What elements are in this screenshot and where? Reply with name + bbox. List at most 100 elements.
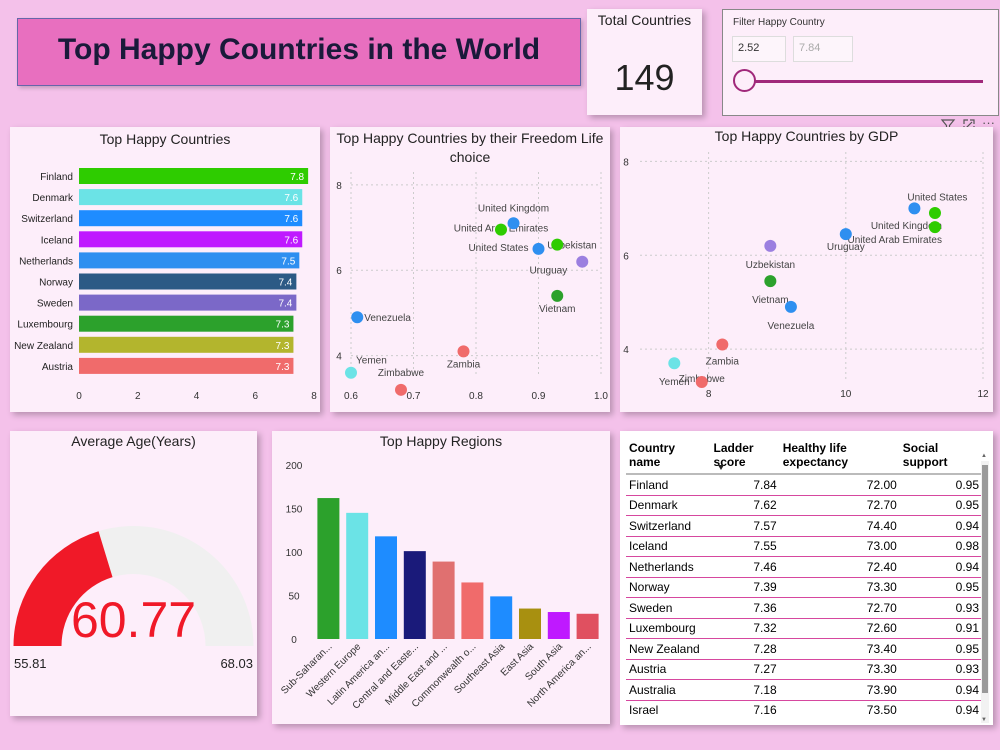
point-venezuela[interactable]: [784, 300, 797, 313]
x-tick-label: 10: [840, 389, 852, 400]
point-uzbekistan[interactable]: [551, 238, 564, 251]
x-tick-label: 8: [706, 389, 712, 400]
point-label-united-kingdom: United Kingdom: [478, 203, 549, 214]
column-header-ladder-score[interactable]: Ladder score: [710, 437, 780, 475]
filter-max-input[interactable]: 7.84: [793, 36, 853, 62]
column-north-america-an[interactable]: [576, 613, 599, 639]
bar-value-label-sweden: 7.4: [278, 299, 292, 310]
point-zimbabwe[interactable]: [695, 376, 708, 388]
point-uzbekistan[interactable]: [764, 239, 777, 252]
cell-ladder-score: 7.32: [710, 618, 780, 639]
average-age-card: Average Age(Years) 60.77 55.81 68.03: [10, 431, 257, 716]
scroll-down-icon[interactable]: ▼: [981, 717, 987, 723]
table-row[interactable]: Australia 7.18 73.90 0.94: [626, 679, 982, 701]
bar-sweden[interactable]: [79, 294, 297, 311]
table-row[interactable]: Luxembourg 7.32 72.60 0.91: [626, 618, 982, 639]
column-central-and-easte[interactable]: [403, 551, 426, 639]
cell-country-name: Switzerland: [626, 515, 711, 537]
bar-new-zealand[interactable]: [79, 336, 294, 353]
regions-chart-title: Top Happy Regions: [379, 433, 503, 449]
category-label-new-zealand: New Zealand: [14, 341, 73, 352]
table-row[interactable]: Netherlands 7.46 72.40 0.94: [626, 556, 982, 578]
filter-label: Filter Happy Country: [733, 17, 825, 28]
x-tick-label: 0: [76, 391, 82, 402]
freedom-scatter-title: Top Happy Countries by their Freedom Lif…: [330, 129, 610, 167]
column-commonwealth-o[interactable]: [461, 582, 484, 639]
gauge-title: Average Age(Years): [71, 433, 196, 449]
table-scrollbar[interactable]: ▲ ▼: [981, 453, 989, 723]
table-row[interactable]: Norway 7.39 73.30 0.95: [626, 577, 982, 598]
point-uruguay[interactable]: [576, 255, 589, 268]
bar-luxembourg[interactable]: [79, 315, 294, 332]
cell-ladder-score: 7.62: [710, 495, 780, 516]
point-vietnam[interactable]: [764, 275, 777, 288]
table-scrollbar-thumb[interactable]: [982, 465, 988, 693]
bar-denmark[interactable]: [79, 189, 303, 206]
y-tick-label: 6: [623, 251, 629, 262]
table-row[interactable]: Austria 7.27 73.30 0.93: [626, 659, 982, 680]
cell-life-expectancy: 73.00: [779, 536, 900, 557]
cell-ladder-score: 7.36: [710, 597, 780, 619]
column-western-europe[interactable]: [346, 512, 369, 639]
table-row[interactable]: Iceland 7.55 73.00 0.98: [626, 536, 982, 557]
point-yemen[interactable]: [345, 366, 357, 379]
x-tick-label: 0.9: [532, 391, 546, 402]
point-yemen[interactable]: [668, 357, 681, 370]
filter-slider-handle[interactable]: [733, 69, 756, 92]
point-united-kingdom[interactable]: [928, 207, 941, 220]
average-age-gauge: [13, 526, 254, 646]
cell-social-support: 0.94: [899, 556, 982, 578]
column-middle-east-and[interactable]: [432, 561, 455, 639]
cell-life-expectancy: 72.60: [779, 618, 900, 639]
bar-finland[interactable]: [79, 168, 309, 184]
point-zimbabwe[interactable]: [395, 383, 407, 396]
point-zambia[interactable]: [457, 345, 470, 358]
table-row[interactable]: New Zealand 7.28 73.40 0.95: [626, 638, 982, 660]
filter-max-value: 7.84: [799, 42, 821, 54]
column-header-social-support[interactable]: Social support: [899, 437, 982, 475]
point-vietnam[interactable]: [551, 289, 564, 302]
point-united-arab-emirates[interactable]: [495, 223, 507, 236]
bar-norway[interactable]: [79, 273, 297, 290]
point-label-zimbabwe: Zimbabwe: [378, 368, 425, 379]
table-row[interactable]: Sweden 7.36 72.70 0.93: [626, 597, 982, 619]
point-label-vietnam: Vietnam: [539, 304, 576, 315]
cell-social-support: 0.94: [899, 679, 982, 701]
point-zambia[interactable]: [716, 338, 729, 351]
point-united-arab-emirates[interactable]: [928, 221, 941, 234]
table-row[interactable]: Finland 7.84 72.00 0.95: [626, 474, 982, 496]
filter-slider-track[interactable]: [743, 80, 983, 83]
point-united-states[interactable]: [532, 242, 545, 255]
column-south-asia[interactable]: [547, 612, 570, 639]
bar-iceland[interactable]: [79, 231, 303, 248]
cell-life-expectancy: 73.30: [779, 577, 900, 598]
point-label-zambia: Zambia: [706, 356, 740, 367]
table-row[interactable]: Israel 7.16 73.50 0.94: [626, 700, 982, 719]
filter-min-input[interactable]: 2.52: [732, 36, 786, 62]
column-header-life-expectancy[interactable]: Healthy life expectancy: [779, 437, 900, 475]
point-united-states[interactable]: [908, 202, 921, 215]
gauge-max: 68.03: [220, 656, 253, 671]
visual-toolbar: ···: [940, 115, 998, 137]
bar-netherlands[interactable]: [79, 252, 300, 269]
table-row[interactable]: Denmark 7.62 72.70 0.95: [626, 495, 982, 516]
bar-value-label-switzerland: 7.6: [284, 214, 298, 225]
column-southeast-asia[interactable]: [490, 596, 513, 639]
x-tick-label: 0.6: [344, 391, 358, 402]
table-row[interactable]: Switzerland 7.57 74.40 0.94: [626, 515, 982, 537]
bar-austria[interactable]: [79, 357, 294, 374]
point-uruguay[interactable]: [839, 228, 852, 241]
scroll-up-icon[interactable]: ▲: [981, 453, 987, 459]
point-united-kingdom[interactable]: [507, 217, 520, 230]
column-header-country[interactable]: Country name: [626, 437, 711, 475]
bar-switzerland[interactable]: [79, 210, 303, 227]
column-latin-america-an[interactable]: [375, 536, 397, 639]
more-options-icon[interactable]: ···: [982, 115, 995, 130]
point-venezuela[interactable]: [351, 311, 364, 324]
column-east-asia[interactable]: [519, 608, 541, 639]
column-sub-saharan[interactable]: [317, 498, 340, 639]
gdp-scatter-card: Top Happy Countries by GDP 4 6 8 8 10 12 Unite…: [620, 127, 993, 412]
bar-value-label-denmark: 7.6: [284, 193, 298, 204]
cell-ladder-score: 7.28: [710, 638, 780, 660]
